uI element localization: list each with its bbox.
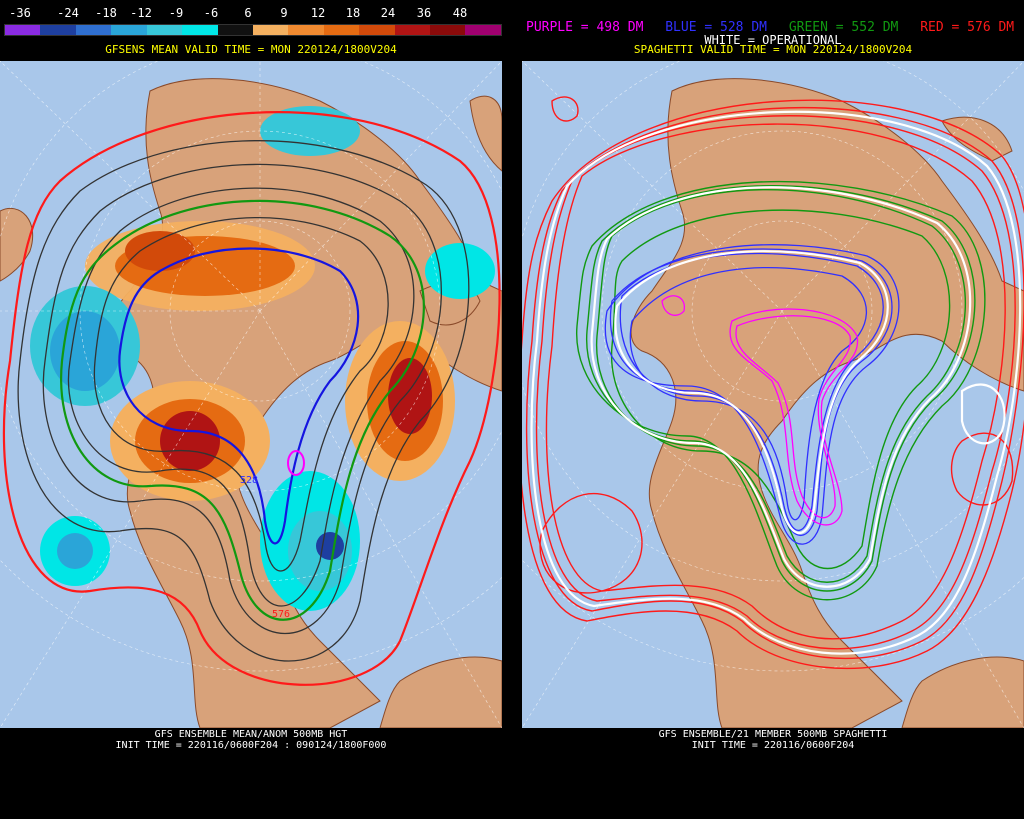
blue-528-spaghetti: [604, 244, 900, 545]
colorbar-tick-label: 18: [345, 6, 361, 20]
height-contours: [17, 140, 470, 662]
ensemble-mean-map: 528 576: [0, 61, 502, 728]
purple-498-contour: [287, 450, 305, 476]
spaghetti-legend: PURPLE = 498 DM BLUE = 528 DM GREEN = 55…: [526, 21, 1022, 35]
green-552-spaghetti: [576, 180, 986, 601]
colorbar-segment: [465, 25, 501, 35]
colorbar-segment: [75, 25, 112, 35]
colorbar-tick-label: 36: [416, 6, 432, 20]
colorbar-tick-label: -18: [95, 6, 117, 20]
colorbar-tick-label: -9: [168, 6, 184, 20]
ensemble-mean-panel: -36 -24 -18 -12 -9 -6 6 9 12 18 24 36 48…: [0, 0, 502, 819]
colorbar-segment: [359, 25, 395, 35]
panel-divider: [502, 0, 522, 819]
spaghetti-valid-time-title: SPAGHETTI VALID TIME = MON 220124/1800V2…: [633, 43, 913, 56]
anomaly-shading: [30, 106, 495, 611]
colorbar-segment: [146, 25, 183, 35]
spaghetti-footer-title: GFS ENSEMBLE/21 MEMBER 500MB SPAGHETTI: [658, 729, 888, 740]
contour-label: 576: [272, 609, 290, 620]
red-576-contour: [2, 111, 501, 686]
colorbar-segment: [288, 25, 324, 35]
green-552-contour: [60, 199, 425, 621]
red-576-spaghetti: [522, 96, 1024, 670]
mean-valid-time-title: GFSENS MEAN VALID TIME = MON 220124/1800…: [105, 43, 397, 56]
colorbar-tick-labels: -36 -24 -18 -12 -9 -6 6 9 12 18 24 36 48: [0, 6, 502, 20]
white-operational-contours: [530, 110, 1022, 655]
colorbar-segment: [323, 25, 360, 35]
colorbar-tick-label: -24: [57, 6, 79, 20]
colorbar-tick-label: 48: [452, 6, 468, 20]
colorbar-segment: [430, 25, 466, 35]
colorbar-tick-label: 24: [380, 6, 396, 20]
colorbar-segment: [394, 25, 431, 35]
blue-528-contour: [118, 247, 360, 545]
colorbar-tick-label: -36: [9, 6, 31, 20]
colorbar-tick-label: 6: [244, 6, 252, 20]
contour-label: 528: [240, 475, 258, 486]
legend-blue-label: BLUE = 528 DM: [665, 20, 767, 35]
colorbar-tick-label: 9: [280, 6, 288, 20]
colorbar-segment: [111, 25, 147, 35]
mean-footer-init-time: INIT TIME = 220116/0600F204 : 090124/180…: [115, 740, 387, 751]
anomaly-colorbar: [4, 24, 502, 36]
colorbar-segment: [5, 25, 41, 35]
legend-red-label: RED = 576 DM: [920, 20, 1015, 35]
spaghetti-footer-init-time: INIT TIME = 220116/0600F204: [691, 740, 855, 751]
colorbar-segment: [217, 25, 253, 35]
colorbar-tick-label: -6: [203, 6, 219, 20]
colorbar-segment: [252, 25, 289, 35]
mean-footer-title: GFS ENSEMBLE MEAN/ANOM 500MB HGT: [154, 729, 348, 740]
colorbar-segment: [182, 25, 218, 35]
colorbar-tick-label: 12: [310, 6, 326, 20]
legend-green-label: GREEN = 552 DM: [788, 20, 899, 35]
colorbar-segment: [40, 25, 76, 35]
legend-purple-label: PURPLE = 498 DM: [526, 20, 644, 35]
colorbar-tick-label: -12: [130, 6, 152, 20]
purple-498-spaghetti: [661, 295, 859, 526]
spaghetti-panel: PURPLE = 498 DM BLUE = 528 DM GREEN = 55…: [522, 0, 1024, 819]
land-masses: [630, 78, 1024, 728]
legend-white-label: WHITE = OPERATIONAL: [704, 33, 842, 47]
spaghetti-map: [522, 61, 1024, 728]
